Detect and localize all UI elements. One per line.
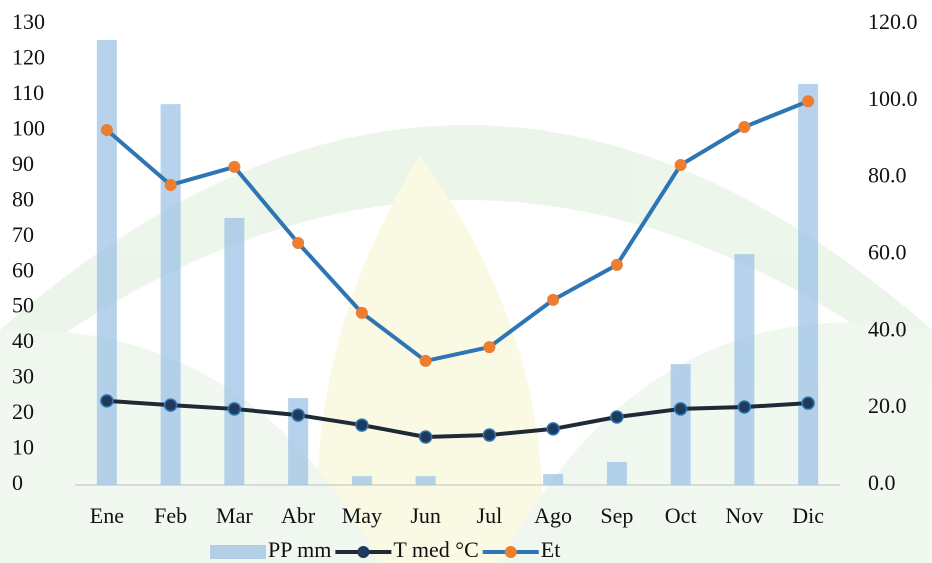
y-tick-label: 80 xyxy=(12,186,34,211)
y-tick-label: 30 xyxy=(12,364,34,389)
y2-tick-label: 20.0 xyxy=(868,393,907,418)
marker xyxy=(292,236,305,249)
x-tick-label: Oct xyxy=(665,503,697,528)
marker xyxy=(100,124,113,137)
y2-tick-label: 40.0 xyxy=(868,316,907,341)
y2-tick-label: 0.0 xyxy=(868,470,896,495)
legend-label: PP mm xyxy=(268,537,331,562)
x-tick-label: Abr xyxy=(281,503,316,528)
line xyxy=(106,398,809,439)
marker xyxy=(419,354,432,367)
marker xyxy=(610,410,624,424)
y-tick-label: 60 xyxy=(12,257,34,282)
bar xyxy=(96,39,117,485)
y2-tick-label: 80.0 xyxy=(868,163,907,188)
y2-tick-label: 60.0 xyxy=(868,240,907,265)
x-tick-label: Jul xyxy=(477,503,503,528)
marker xyxy=(673,402,688,416)
marker xyxy=(546,422,560,436)
bar xyxy=(734,254,755,485)
marker xyxy=(610,258,623,271)
background-decoration xyxy=(0,125,932,563)
y-tick-label: 100 xyxy=(12,115,45,140)
bar xyxy=(288,398,309,485)
legend-label: T med °C xyxy=(393,537,478,562)
y-tick-label: 0 xyxy=(12,470,23,495)
marker xyxy=(802,95,815,108)
marker xyxy=(163,398,178,412)
bar xyxy=(224,217,245,485)
x-tick-label: Feb xyxy=(154,503,187,528)
marker xyxy=(100,394,114,408)
x-tick-label: Ene xyxy=(90,503,124,528)
x-tick-label: May xyxy=(342,503,382,528)
marker xyxy=(801,396,815,410)
line xyxy=(105,99,809,363)
x-tick-label: Dic xyxy=(792,503,824,528)
legend-label: Et xyxy=(541,537,561,562)
legend-marker xyxy=(357,546,370,558)
y2-tick-label: 120.0 xyxy=(868,9,918,34)
marker xyxy=(228,160,241,173)
y-tick-label: 40 xyxy=(12,328,34,353)
bar xyxy=(543,474,564,485)
marker xyxy=(418,430,433,444)
x-tick-label: Nov xyxy=(725,503,763,528)
marker xyxy=(164,178,177,191)
bar xyxy=(351,476,372,485)
marker xyxy=(227,402,242,416)
marker xyxy=(737,400,752,414)
marker xyxy=(355,418,369,432)
marker xyxy=(483,341,496,354)
marker xyxy=(547,293,560,306)
y-tick-label: 50 xyxy=(12,293,34,318)
marker xyxy=(738,120,751,133)
y2-tick-label: 100.0 xyxy=(868,86,918,111)
legend-marker xyxy=(504,546,517,558)
y-tick-label: 90 xyxy=(12,151,34,176)
marker xyxy=(482,428,497,442)
bar xyxy=(606,461,627,485)
y-tick-label: 10 xyxy=(12,435,34,460)
bar xyxy=(670,364,691,485)
marker xyxy=(291,408,305,422)
x-tick-label: Sep xyxy=(600,503,633,528)
bar xyxy=(798,83,819,486)
y-tick-label: 110 xyxy=(12,80,44,105)
bar xyxy=(415,476,436,485)
bar xyxy=(160,104,181,486)
marker xyxy=(355,306,368,319)
marker xyxy=(674,158,687,171)
x-tick-label: Mar xyxy=(216,503,253,528)
y-tick-label: 130 xyxy=(12,9,45,34)
y-tick-label: 70 xyxy=(12,222,34,247)
x-tick-label: Jun xyxy=(410,503,441,528)
x-tick-label: Ago xyxy=(534,503,572,528)
legend-swatch xyxy=(210,545,266,559)
y-tick-label: 20 xyxy=(12,399,34,424)
y-tick-label: 120 xyxy=(12,45,45,70)
